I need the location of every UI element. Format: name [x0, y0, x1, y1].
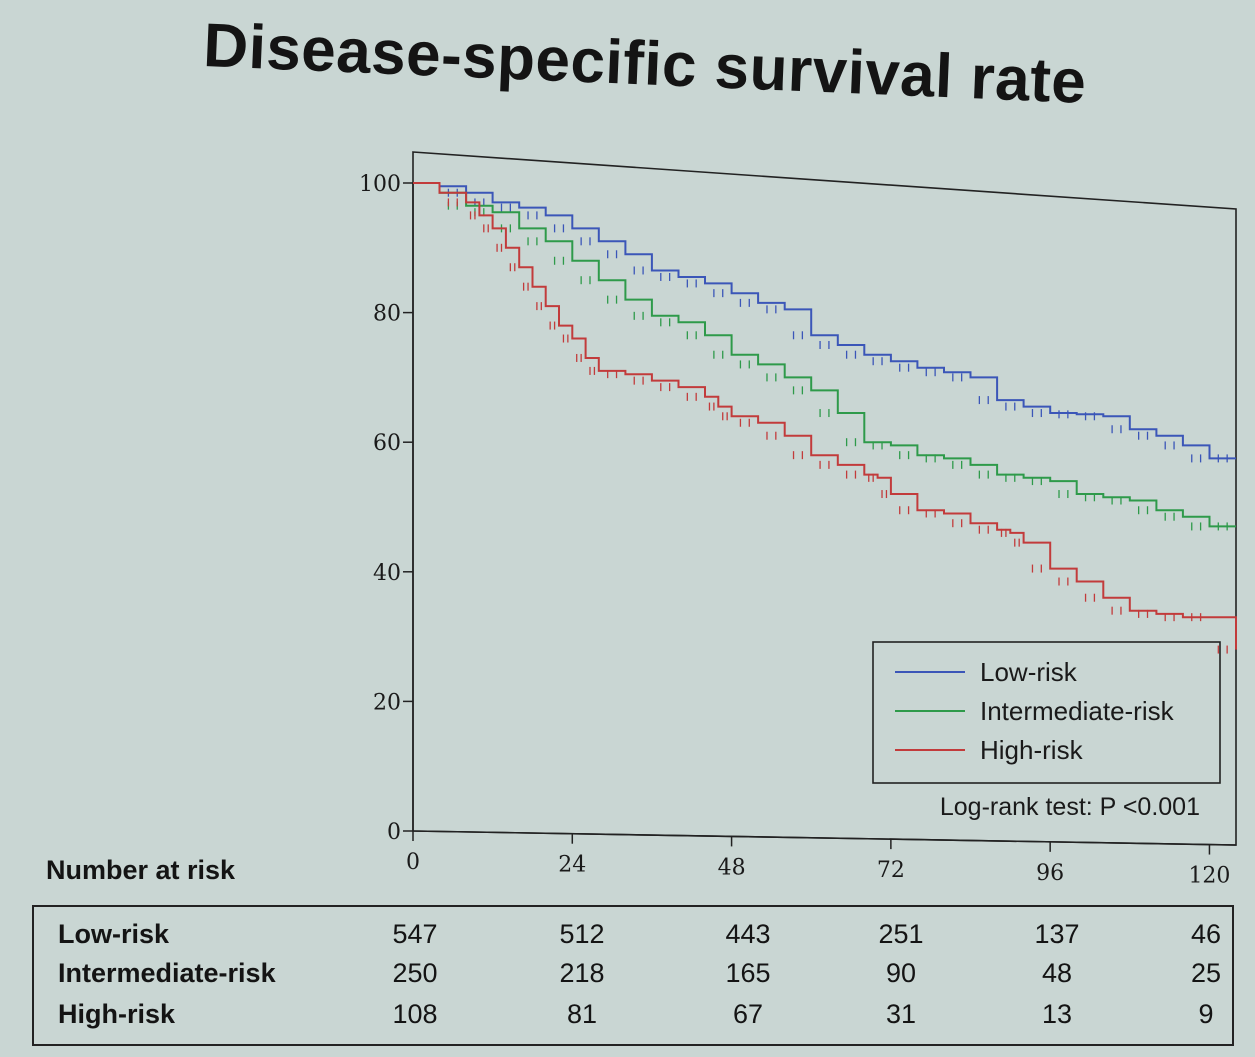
risk-row-name: High-risk [58, 999, 176, 1029]
risk-cell: 512 [559, 919, 605, 949]
legend-label: Low-risk [980, 657, 1078, 687]
y-tick-label: 40 [373, 561, 401, 586]
x-tick-label: 96 [1036, 861, 1064, 886]
risk-cell: 251 [878, 919, 924, 949]
y-tick-label: 20 [373, 690, 401, 715]
series-line-intermediate-risk [413, 182, 1236, 528]
y-tick-label: 80 [373, 302, 401, 327]
risk-cell: 443 [725, 919, 771, 949]
risk-cell: 165 [725, 958, 771, 988]
x-tick-label: 72 [877, 858, 905, 883]
series-line-low-risk [413, 182, 1236, 460]
x-tick-label: 48 [718, 855, 746, 880]
legend-box [872, 641, 1221, 784]
series-line-high-risk [413, 182, 1237, 650]
legend-label: High-risk [980, 735, 1084, 765]
risk-cell: 218 [559, 958, 605, 988]
risk-row-high: High-risk 108 81 67 31 13 9 [34, 999, 1232, 1037]
risk-cell: 90 [885, 958, 917, 988]
risk-cell: 547 [392, 919, 438, 949]
log-rank-annotation: Log-rank test: P <0.001 [940, 793, 1200, 821]
risk-cell: 9 [1198, 999, 1214, 1029]
legend-label: Intermediate-risk [980, 696, 1175, 726]
risk-row-low: Low-risk 547 512 443 251 137 46 [34, 919, 1232, 957]
y-tick-label: 60 [373, 431, 401, 456]
y-tick-label: 100 [359, 172, 401, 197]
x-axis [412, 830, 1237, 846]
risk-cell: 250 [392, 958, 438, 988]
x-tick-label: 24 [558, 853, 586, 878]
risk-cell: 31 [885, 999, 917, 1029]
x-tick-label: 0 [406, 850, 420, 875]
risk-cell: 81 [566, 999, 598, 1029]
risk-row-intermediate: Intermediate-risk 250 218 165 90 48 25 [34, 958, 1232, 996]
risk-cell: 46 [1190, 919, 1222, 949]
risk-cell: 137 [1034, 919, 1080, 949]
risk-row-name: Low-risk [58, 919, 170, 949]
number-at-risk-label: Number at risk [46, 855, 236, 885]
y-tick-label: 0 [387, 820, 401, 845]
risk-cell: 48 [1041, 958, 1073, 988]
x-tick-label: 120 [1188, 864, 1230, 889]
risk-cell: 13 [1041, 999, 1073, 1029]
risk-cell: 25 [1190, 958, 1222, 988]
number-at-risk-table: Low-risk 547 512 443 251 137 46 Intermed… [32, 905, 1234, 1046]
risk-row-name: Intermediate-risk [58, 958, 276, 988]
risk-cell: 67 [732, 999, 764, 1029]
risk-cell: 108 [392, 999, 438, 1029]
